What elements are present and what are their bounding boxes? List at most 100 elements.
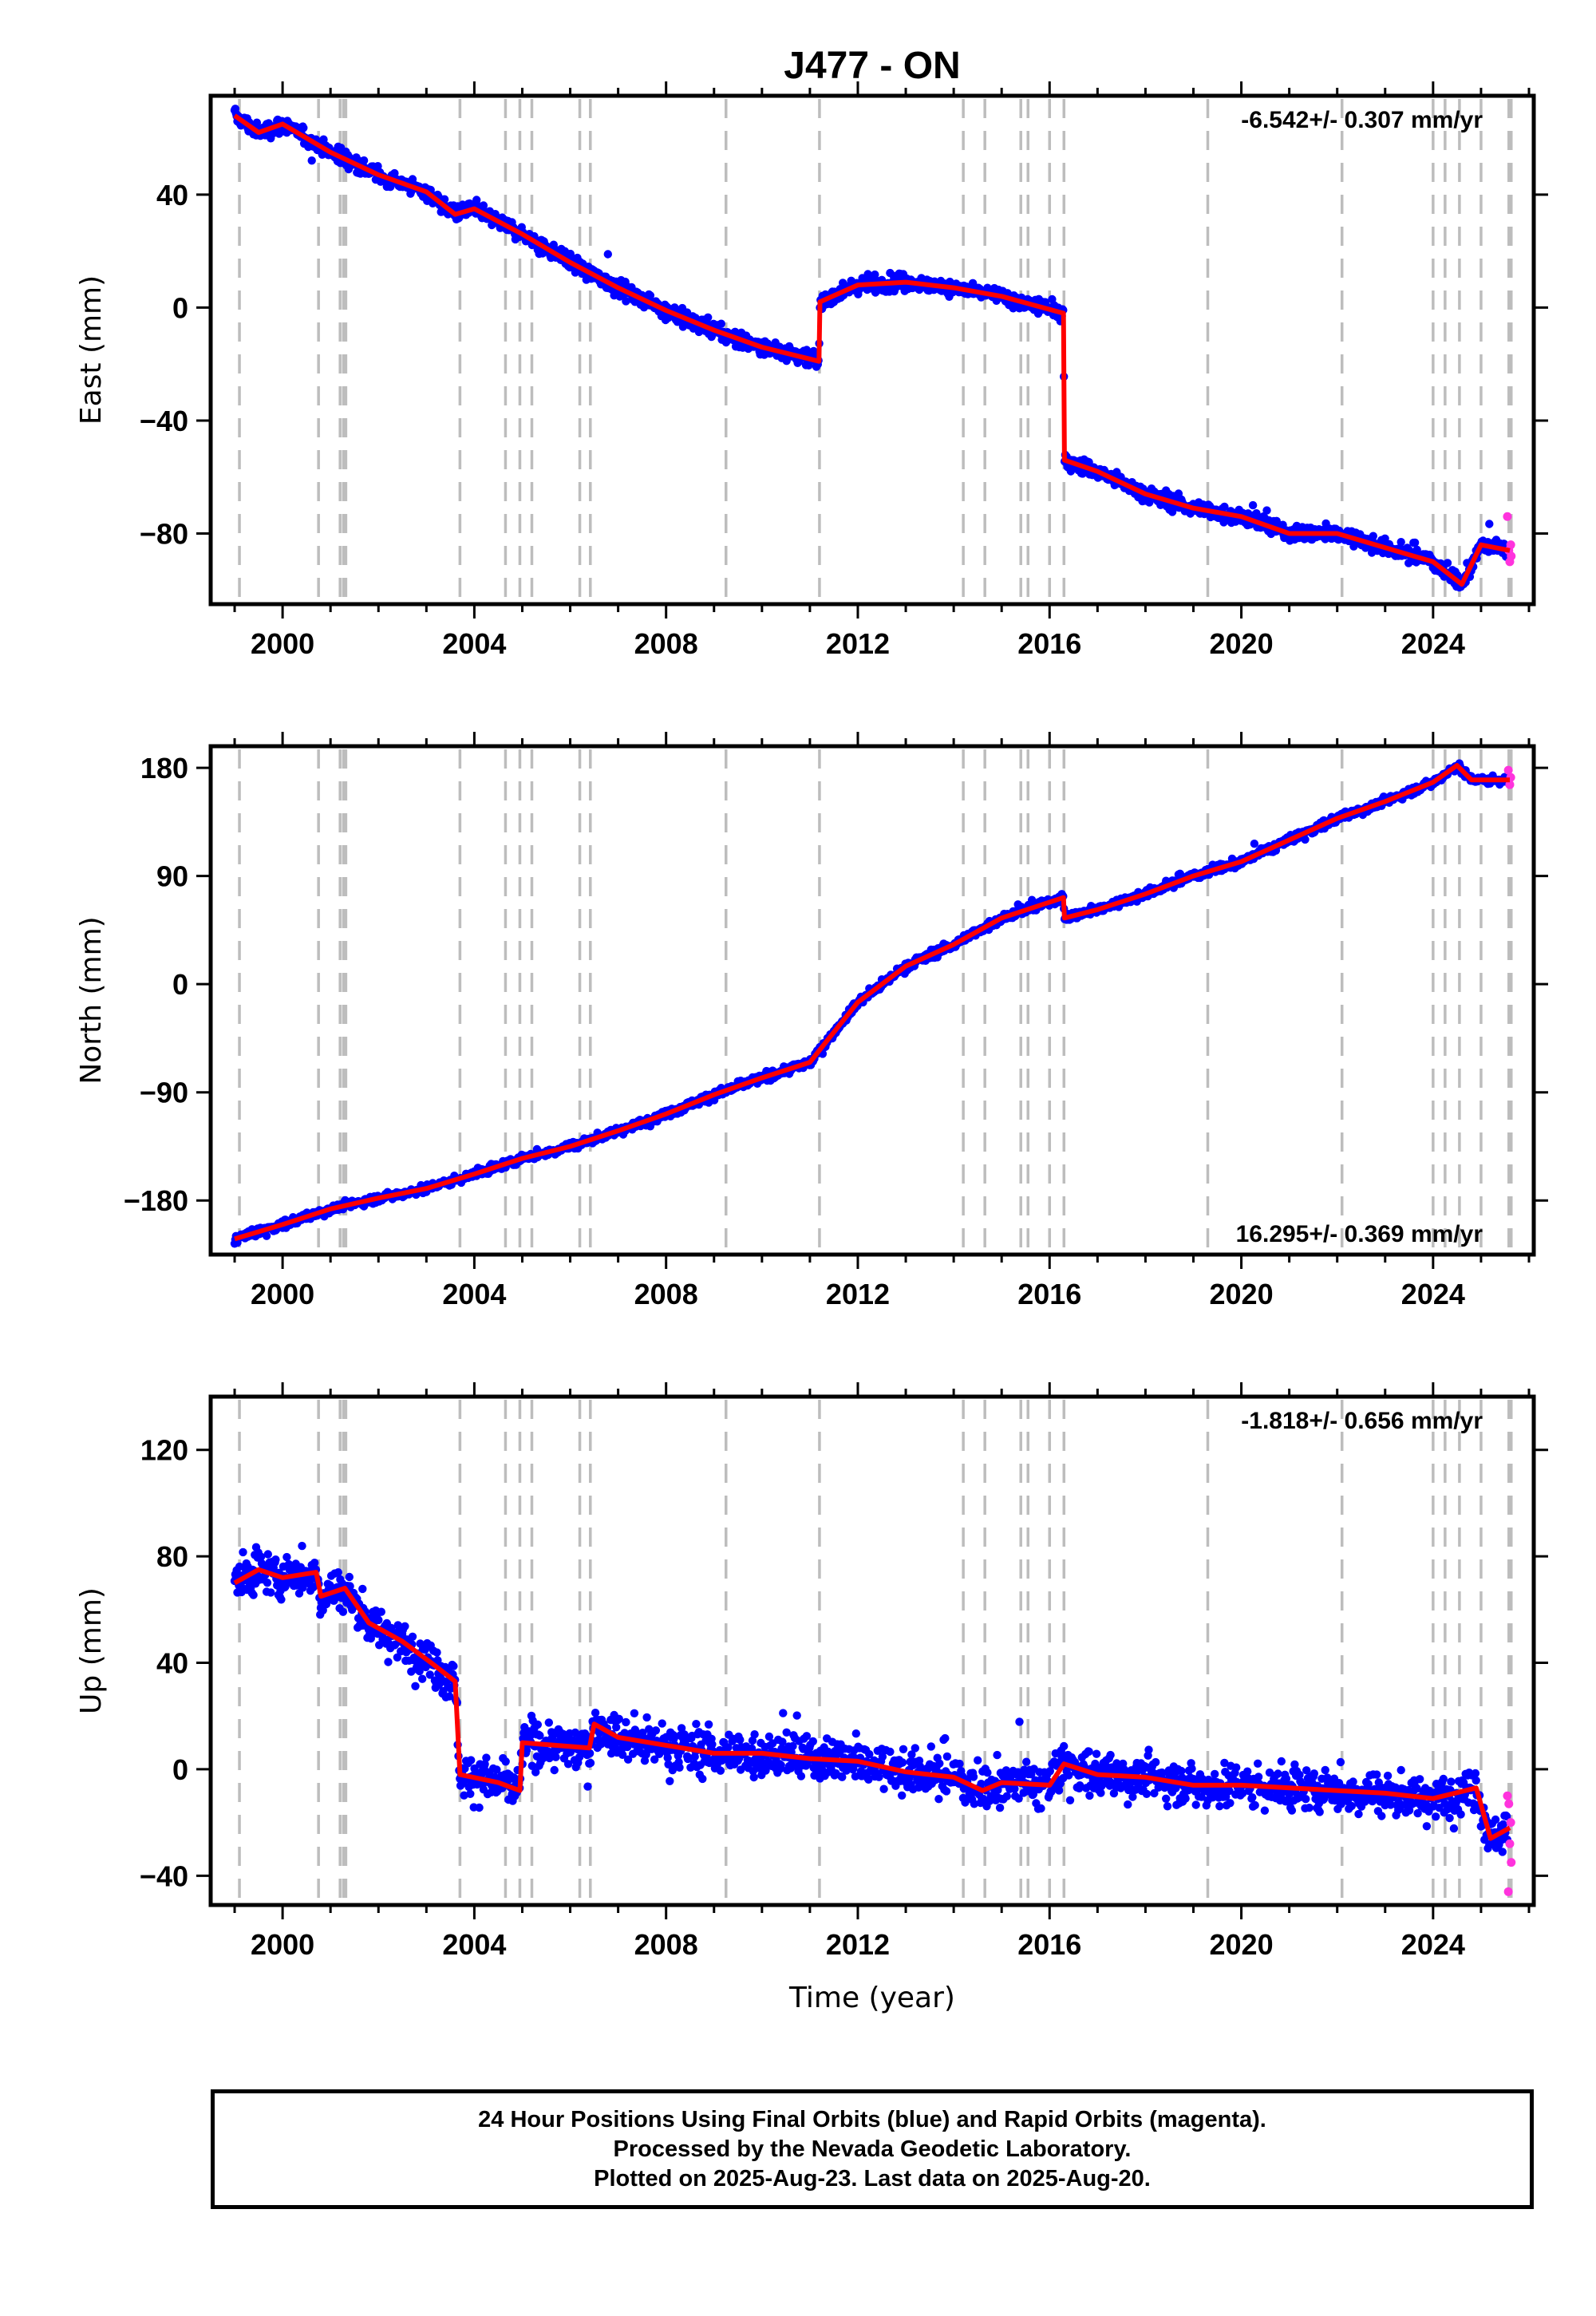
data-point <box>256 1552 266 1561</box>
data-point <box>263 1550 272 1559</box>
data-point <box>704 313 713 322</box>
data-point <box>640 1757 650 1765</box>
data-point <box>717 319 725 328</box>
data-point <box>338 1607 348 1616</box>
data-point <box>622 1717 630 1727</box>
y-tick-label: 0 <box>172 968 188 1001</box>
data-point <box>277 1595 286 1604</box>
data-point <box>415 1666 424 1676</box>
rapid-orbit-points <box>1503 765 1515 789</box>
north-panel: 2000 2004 2008 2012 2016 2020 2024180900−90−18… <box>75 732 1548 1310</box>
data-point <box>1220 502 1229 512</box>
data-point <box>911 1744 920 1753</box>
east-panel: 2000 2004 2008 2012 2016 2020 2024400−40−80Eas… <box>75 81 1548 660</box>
data-point <box>563 1760 573 1769</box>
rapid-point <box>1506 540 1515 550</box>
data-point <box>792 1711 801 1720</box>
data-point <box>955 1759 964 1769</box>
data-point <box>551 1753 560 1761</box>
data-point <box>358 1584 367 1594</box>
x-tick-label: 2008 <box>634 1278 698 1310</box>
y-axis-label: North (mm) <box>75 916 108 1084</box>
rapid-point <box>1507 551 1516 561</box>
data-point <box>1248 500 1258 510</box>
data-point <box>934 1795 943 1804</box>
y-tick-label: 90 <box>156 860 188 893</box>
data-point <box>466 1789 475 1798</box>
data-point <box>1262 506 1271 515</box>
event-lines <box>238 749 1513 1251</box>
data-point <box>433 1648 441 1657</box>
plot-frame <box>208 744 1536 1257</box>
x-tick-label: 2012 <box>826 627 890 660</box>
data-point <box>440 195 449 204</box>
data-point <box>334 1568 342 1577</box>
data-point <box>586 1758 595 1768</box>
data-point <box>322 1599 331 1609</box>
data-point <box>390 168 399 178</box>
plot-frame <box>208 93 1536 607</box>
data-point <box>886 1747 895 1757</box>
x-tick-label: 2008 <box>634 627 698 660</box>
data-point <box>583 1782 592 1791</box>
data-point <box>345 1572 354 1582</box>
data-point <box>377 1607 385 1616</box>
x-tick-label: 2016 <box>1017 1278 1081 1310</box>
data-point <box>650 1755 659 1764</box>
data-point <box>1412 545 1421 555</box>
data-point <box>359 156 369 165</box>
velocity-label: -6.542+/- 0.307 mm/yr <box>1241 107 1483 133</box>
data-point <box>749 1773 758 1782</box>
y-tick-label: −80 <box>140 518 188 551</box>
x-tick-label: 2000 <box>251 627 314 660</box>
data-point <box>239 1547 247 1557</box>
x-tick-label: 2024 <box>1401 1278 1465 1310</box>
data-point <box>630 1709 639 1717</box>
data-point <box>418 1674 427 1683</box>
data-point <box>249 1591 258 1599</box>
data-point <box>851 1729 861 1738</box>
data-point <box>716 1766 725 1775</box>
data-point <box>1369 532 1378 540</box>
y-tick-label: −90 <box>140 1077 188 1109</box>
data-point <box>651 1726 661 1735</box>
data-point <box>898 1758 907 1767</box>
data-point <box>974 1756 982 1765</box>
data-point <box>492 1765 501 1774</box>
rapid-point <box>1503 512 1512 521</box>
rapid-point <box>1503 765 1513 775</box>
data-point <box>704 1720 713 1729</box>
data-point <box>501 1757 510 1766</box>
y-tick-label: −40 <box>140 405 188 437</box>
data-point <box>460 1791 468 1800</box>
data-point <box>307 156 316 165</box>
data-point <box>796 1772 806 1780</box>
data-point <box>480 1760 489 1769</box>
x-tick-label: 2024 <box>1401 627 1465 660</box>
data-point <box>658 1719 666 1728</box>
data-point <box>262 1231 271 1240</box>
data-point <box>585 1749 595 1758</box>
x-tick-label: 2000 <box>251 1278 314 1310</box>
final-orbit-points <box>230 759 1512 1248</box>
data-point <box>1443 559 1452 567</box>
data-point <box>1250 840 1259 848</box>
data-point <box>678 322 688 331</box>
data-point <box>664 1760 673 1769</box>
data-point <box>623 1755 633 1764</box>
data-point <box>445 1692 454 1701</box>
data-point <box>684 1753 693 1762</box>
data-point <box>271 1555 280 1564</box>
data-point <box>779 1709 788 1717</box>
data-point <box>1485 520 1494 528</box>
data-point <box>531 1768 540 1777</box>
data-point <box>670 1734 678 1743</box>
x-tick-label: 2012 <box>826 1278 890 1310</box>
data-point <box>346 1582 354 1591</box>
data-point <box>698 1774 707 1784</box>
data-point <box>282 1552 291 1562</box>
data-point <box>750 1730 759 1739</box>
data-point <box>622 297 630 306</box>
data-point <box>411 1682 420 1690</box>
